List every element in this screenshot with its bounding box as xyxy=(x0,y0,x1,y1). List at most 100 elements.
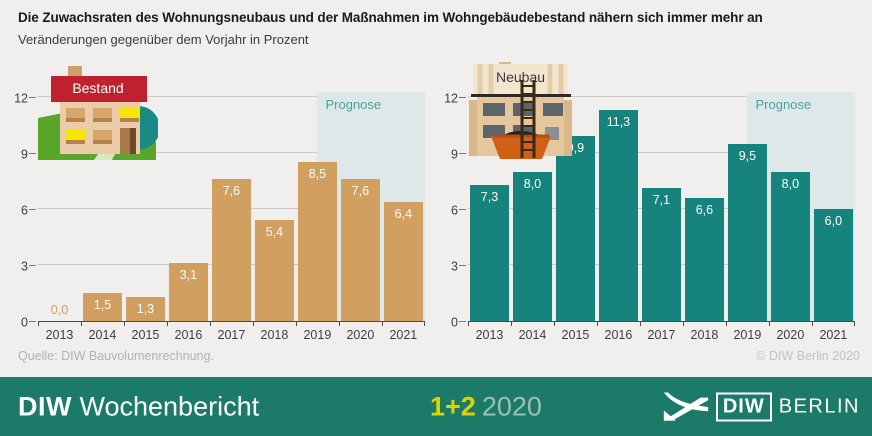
logo-diw-box: DIW xyxy=(715,392,772,421)
x-tick-label: 2013 xyxy=(45,328,74,342)
bar-column: 5,4 xyxy=(253,220,296,321)
bar-value-label: 6,6 xyxy=(695,203,714,217)
x-tick xyxy=(295,321,297,326)
bar-value-label: 7,6 xyxy=(222,184,241,198)
bar-column: 8,0 xyxy=(511,172,554,321)
x-tick xyxy=(382,321,383,326)
x-tick xyxy=(554,321,555,326)
y-tick-label: 12 xyxy=(14,90,28,105)
chart-title-neubau: Neubau xyxy=(495,69,546,85)
publication-title: DIW Wochenbericht xyxy=(18,391,259,422)
header: Die Zuwachsraten des Wohnungsneubaus und… xyxy=(18,10,858,47)
forecast-label: Prognose xyxy=(755,97,812,112)
bar-column: 7,1 xyxy=(640,188,683,321)
x-tick-label: 2021 xyxy=(819,328,848,342)
x-tick xyxy=(124,321,125,326)
forecast-label: Prognose xyxy=(325,97,382,112)
plot-area: Prognose 0,0 1,5 1,3 3,1 7,6 5,4 8,5 7,6 6,4 xyxy=(38,92,425,326)
bar-2020: 7,6 xyxy=(340,179,380,321)
y-tick-label: 3 xyxy=(451,258,458,273)
bar-value-label: 1,3 xyxy=(136,302,155,316)
publication-title-rest: Wochenbericht xyxy=(79,391,260,421)
x-tick-label: 2014 xyxy=(88,328,117,342)
y-tick xyxy=(459,153,466,154)
x-tick-label: 2014 xyxy=(518,328,547,342)
y-tick-label: 0 xyxy=(21,314,28,329)
bar-2015: 1,3 xyxy=(125,297,165,321)
gridline xyxy=(468,96,855,97)
x-tick-label: 2021 xyxy=(389,328,418,342)
source-note: Quelle: DIW Bauvolumenrechnung. xyxy=(18,349,214,363)
x-axis-labels: 2013 2014 2015 2016 2017 2018 2019 2020 2021 xyxy=(38,322,425,342)
bar-value-label: 6,0 xyxy=(824,214,843,228)
diw-berlin-logo: DIW BERLIN xyxy=(663,392,860,421)
bar-value-label: 0,0 xyxy=(50,303,69,317)
y-tick xyxy=(29,97,36,98)
y-tick-label: 6 xyxy=(451,202,458,217)
x-tick xyxy=(683,321,684,326)
y-tick xyxy=(459,321,466,322)
x-tick xyxy=(424,321,425,326)
plot-area: Prognose 7,3 8,0 9,9 11,3 7,1 6,6 9,5 8,0 6,0 xyxy=(468,92,855,326)
x-tick xyxy=(769,321,770,326)
y-tick xyxy=(29,153,36,154)
gridline xyxy=(468,152,855,153)
bar-value-label: 7,6 xyxy=(351,184,370,198)
x-tick xyxy=(166,321,168,326)
brand-bar: DIW Wochenbericht 1+2 2020 DIW BERLIN xyxy=(0,377,872,436)
bar-2018: 6,6 xyxy=(684,198,724,321)
bar-value-label: 8,0 xyxy=(523,177,542,191)
bar-value-label: 8,5 xyxy=(308,167,327,181)
x-tick xyxy=(725,321,727,326)
y-tick xyxy=(29,265,36,266)
bar-2016: 3,1 xyxy=(168,263,208,321)
bar-2019: 9,5 xyxy=(727,144,767,321)
x-tick-label: 2019 xyxy=(303,328,332,342)
bar-column: 6,4 xyxy=(382,202,425,321)
bar-value-label: 7,3 xyxy=(480,190,499,204)
bar-column: 7,6 xyxy=(210,179,253,321)
y-tick xyxy=(29,321,36,322)
y-tick-label: 3 xyxy=(21,258,28,273)
bar-column: 6,6 xyxy=(683,198,726,321)
page-title: Die Zuwachsraten des Wohnungsneubaus und… xyxy=(18,10,763,25)
chart-bestand: Bestand 0 3 6 9 12 Prognose 0,0 1,5 1,3 3,1 7,6 5… xyxy=(14,66,425,342)
page-subtitle: Veränderungen gegenüber dem Vorjahr in P… xyxy=(18,32,309,47)
logo-berlin-text: BERLIN xyxy=(778,395,860,417)
x-tick-label: 2018 xyxy=(260,328,289,342)
bar-value-label: 8,0 xyxy=(781,177,800,191)
bar-column: 8,5 xyxy=(296,162,339,321)
x-tick-label: 2020 xyxy=(346,328,375,342)
bar-2021: 6,4 xyxy=(383,202,423,321)
bar-value-label: 6,4 xyxy=(394,207,413,221)
x-tick-label: 2019 xyxy=(733,328,762,342)
bar-2014: 1,5 xyxy=(82,293,122,321)
bestand-house-icon: Bestand xyxy=(38,66,160,162)
x-tick xyxy=(854,321,855,326)
publication-title-diw: DIW xyxy=(18,391,72,421)
x-tick-label: 2013 xyxy=(475,328,504,342)
y-tick-label: 0 xyxy=(451,314,458,329)
x-tick xyxy=(339,321,340,326)
issue-badge: 1+2 2020 xyxy=(430,391,542,422)
chart-neubau: Neubau 0 3 6 9 12 Prognose 7,3 8,0 9,9 11,3 7,1 6… xyxy=(444,62,855,342)
bar-2020: 8,0 xyxy=(770,172,810,321)
bar-2021: 6,0 xyxy=(813,209,853,321)
bar-value-label: 3,1 xyxy=(179,268,198,282)
y-tick-label: 12 xyxy=(444,90,458,105)
x-tick-label: 2015 xyxy=(561,328,590,342)
y-tick-label: 9 xyxy=(451,146,458,161)
x-tick-label: 2017 xyxy=(647,328,676,342)
bar-2016: 11,3 xyxy=(598,110,638,321)
bar-value-label: 11,3 xyxy=(606,115,631,129)
bar-column: 7,3 xyxy=(468,185,511,321)
bar-2017: 7,1 xyxy=(641,188,681,321)
x-tick-label: 2017 xyxy=(217,328,246,342)
x-tick xyxy=(511,321,512,326)
neubau-building-icon: Neubau xyxy=(463,62,578,161)
gridline xyxy=(38,152,425,153)
bar-value-label: 1,5 xyxy=(93,298,112,312)
bar-column: 1,3 xyxy=(124,297,167,321)
y-tick xyxy=(459,209,466,210)
